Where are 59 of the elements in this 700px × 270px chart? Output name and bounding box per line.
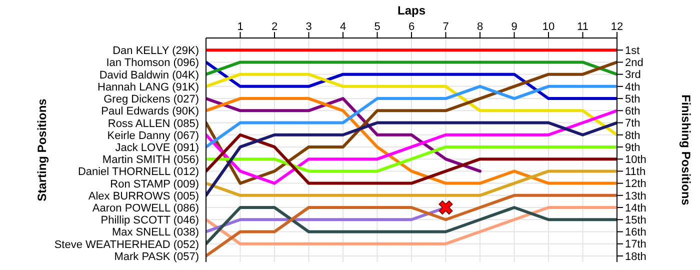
y2-tick-label: 18th: [625, 250, 646, 263]
y2-tick-label: 15th: [625, 214, 646, 227]
x-tick-label: 12: [610, 21, 624, 33]
series-label: Greg Dickens (027): [104, 94, 199, 106]
series-label: Ron STAMP (009): [110, 178, 199, 190]
series-label: Paul Edwards (90K): [101, 106, 199, 118]
series-label: Steve WEATHERHEAD (052): [54, 238, 199, 251]
series-label: Max SNELL (038): [112, 226, 199, 239]
x-tick-label: 5: [374, 21, 380, 33]
y2-tick-label: 11th: [625, 166, 646, 178]
y2-tick-label: 14th: [625, 202, 646, 214]
x-tick-label: 10: [542, 21, 555, 33]
line-series: [206, 121, 617, 197]
y2-tick-label: 9th: [625, 142, 640, 154]
line-series: [206, 194, 617, 258]
x-tick-label: 7: [442, 21, 449, 33]
series-label: Keirle Danny (067): [107, 130, 199, 142]
line-series: [206, 72, 617, 136]
line-series: [206, 206, 617, 246]
series-label: Ross ALLEN (085): [108, 118, 199, 130]
x-tick-label: 3: [306, 21, 312, 33]
y2-tick-label: 16th: [625, 226, 646, 239]
line-series: [206, 84, 617, 148]
y2-tick-label: 2nd: [625, 57, 644, 70]
series-label: Phillip SCOTT (046): [100, 214, 199, 227]
text: Starting Positions: [35, 98, 49, 202]
x-tick-label: 9: [511, 21, 518, 33]
y2-tick-label: 1st: [625, 45, 640, 58]
series-label: Alex BURROWS (005): [88, 190, 199, 202]
x-tick-label: 6: [408, 21, 415, 33]
y2-tick-label: 12th: [625, 178, 646, 190]
series-label: David Baldwin (04K): [99, 69, 199, 82]
y2-tick-label: 10th: [625, 154, 646, 166]
x-tick-label: 4: [340, 21, 346, 33]
y2-tick-label: 13th: [625, 190, 646, 202]
line-series: [206, 60, 617, 100]
y2-axis-title: Finishing Positions: [679, 94, 693, 206]
line-series: [206, 60, 617, 185]
y2-tick-label: 8th: [625, 130, 640, 142]
y2-tick-label: 7th: [625, 118, 640, 130]
series-label: Ian Thomson (096): [106, 57, 199, 70]
x-tick-label: 2: [271, 21, 278, 33]
x-tick-label: 11: [577, 21, 588, 33]
series-label: Jack LOVE (091): [115, 142, 199, 154]
series-label: Martin SMITH (056): [102, 154, 199, 166]
text: Aaron POWELL (086): [92, 202, 199, 215]
x-axis-title: Laps: [397, 4, 426, 18]
series-label: Dan KELLY (29K): [112, 45, 199, 58]
x-tick-label: 1: [237, 21, 244, 33]
series-label: Daniel THORNELL (012): [78, 166, 199, 178]
y2-tick-label: 5th: [625, 93, 640, 106]
line-series: [206, 133, 617, 185]
y2-tick-label: 6th: [625, 106, 640, 118]
y2-tick-label: 17th: [625, 238, 646, 251]
y2-tick-label: 3rd: [625, 69, 641, 82]
y2-tick-label: 4th: [625, 81, 640, 94]
series-label: Mark PASK (057): [114, 250, 199, 263]
series-label: Hannah LANG (91K): [98, 81, 199, 94]
x-tick-label: 8: [476, 21, 484, 33]
